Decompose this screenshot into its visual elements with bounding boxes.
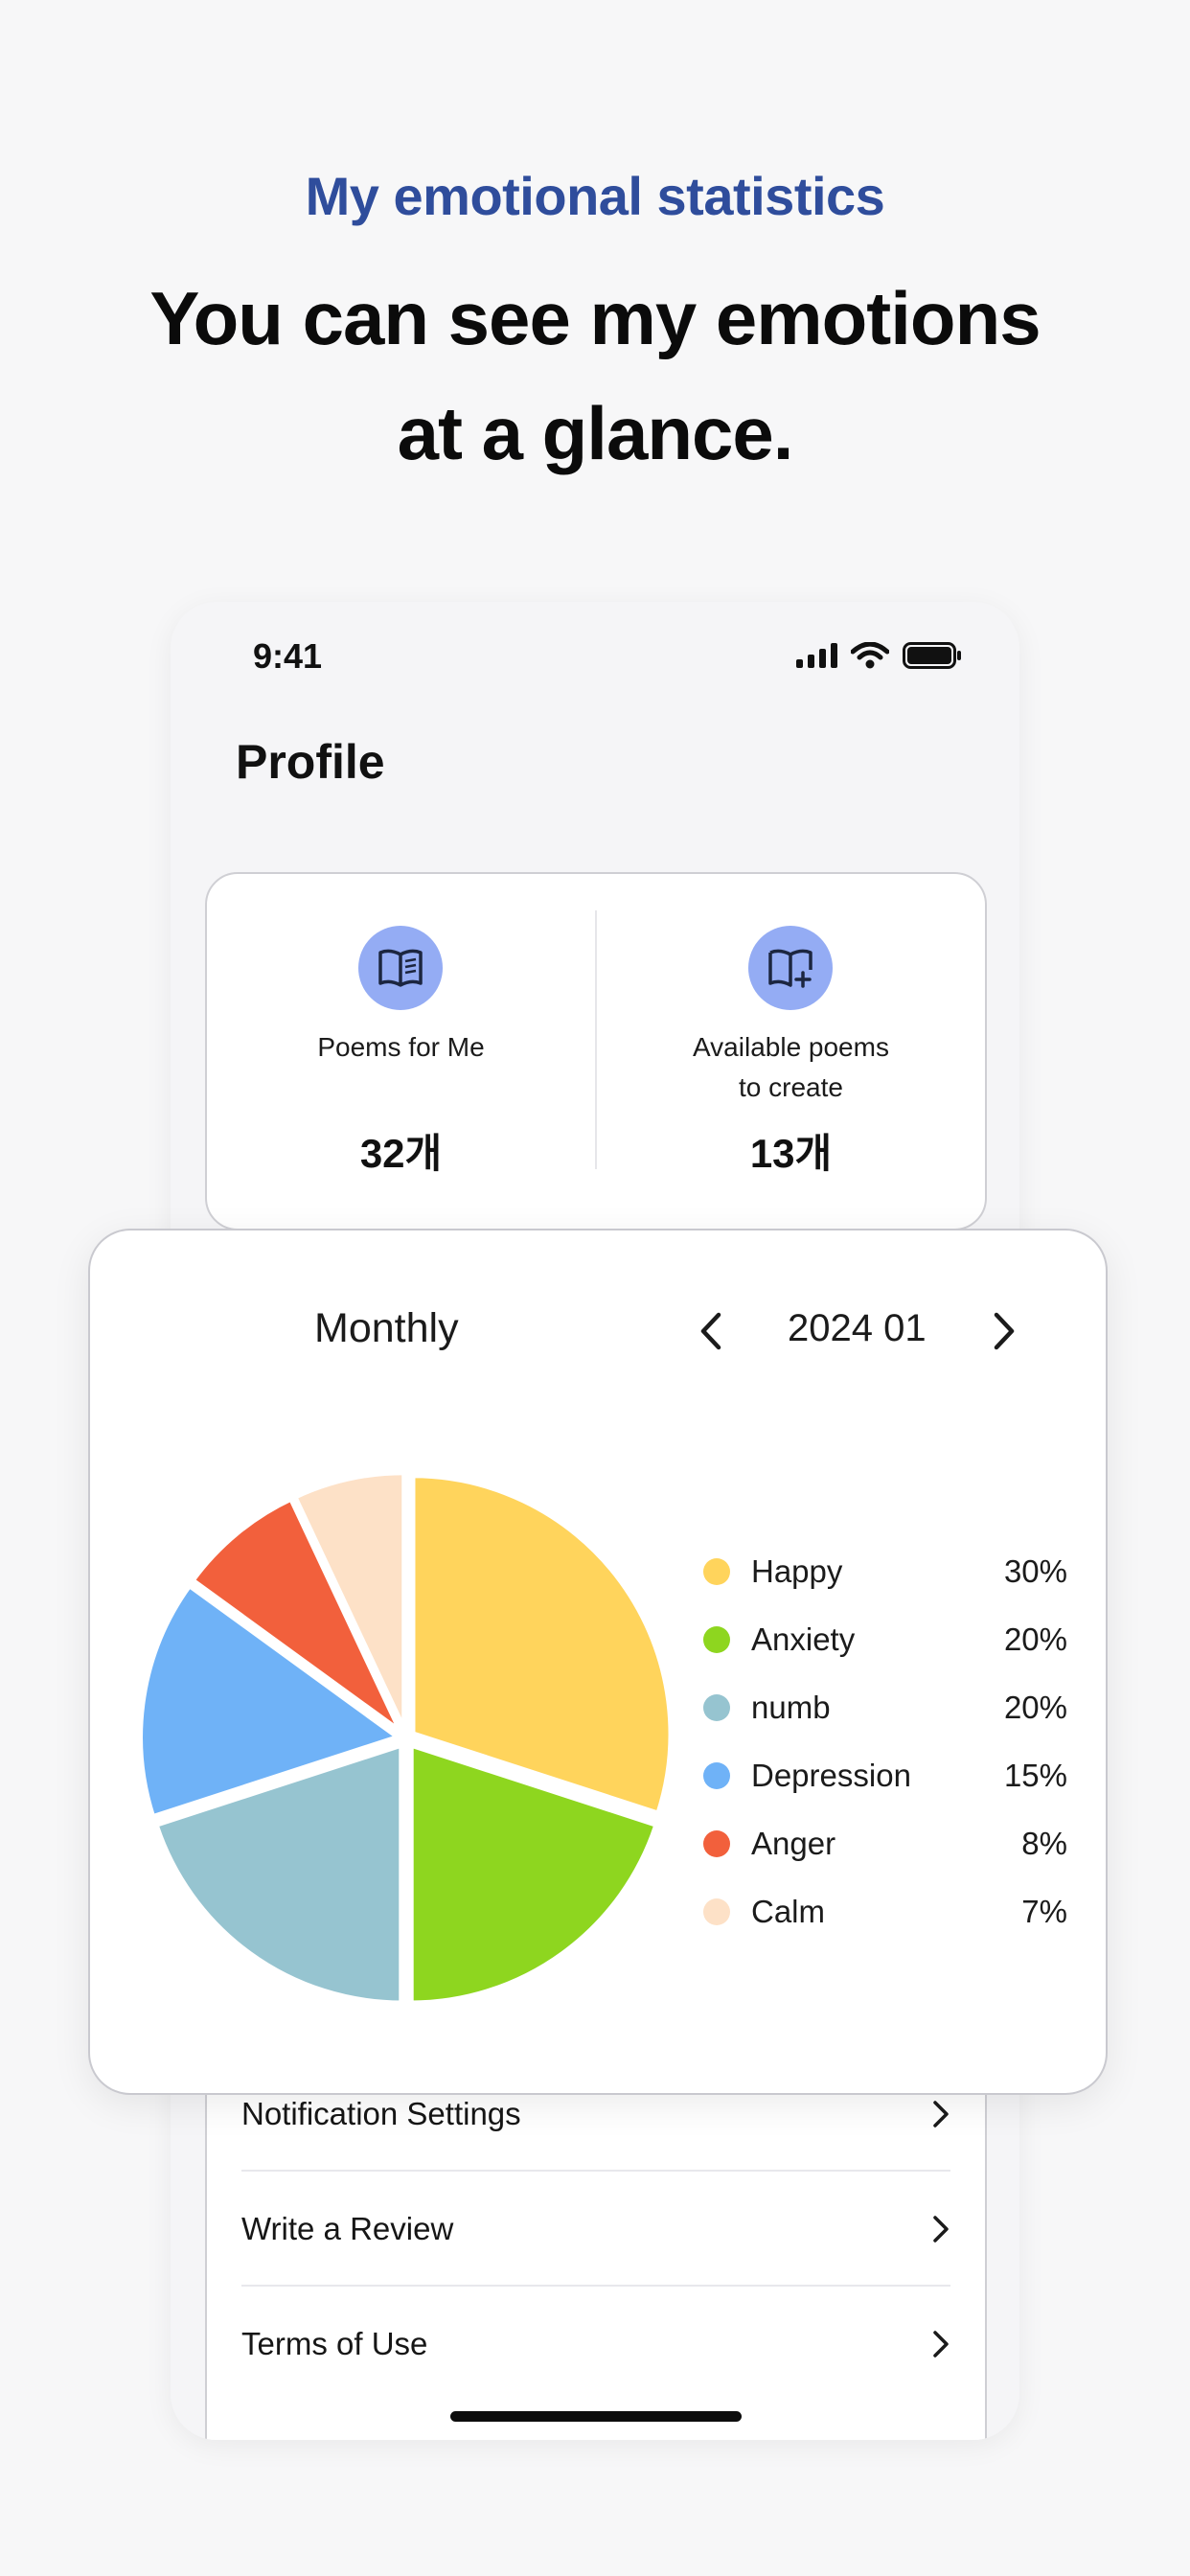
menu-divider: [241, 2285, 950, 2287]
legend-label: Calm: [751, 1893, 826, 1929]
menu-item-write-review[interactable]: Write a Review: [241, 2172, 950, 2287]
profile-title: Profile: [236, 735, 385, 789]
legend-swatch: [703, 1829, 730, 1857]
legend-percent: 8%: [1021, 1825, 1067, 1861]
signal-icon: [796, 643, 837, 668]
legend-item-anxiety: Anxiety 20%: [703, 1605, 1067, 1673]
home-indicator: [450, 2411, 742, 2422]
legend-percent: 20%: [1003, 1689, 1067, 1725]
legend-swatch: [703, 1898, 730, 1925]
stat-poems-for-me[interactable]: Poems for Me 32개: [207, 874, 595, 1229]
book-plus-icon: [748, 926, 833, 1010]
legend-percent: 15%: [1003, 1757, 1067, 1793]
menu-item-notification-settings[interactable]: Notification Settings: [241, 2057, 950, 2172]
chart-legend: Happy 30% Anxiety 20% numb 20% Depression 15% An…: [703, 1537, 1067, 1945]
legend-percent: 30%: [1003, 1552, 1067, 1589]
legend-swatch: [703, 1625, 730, 1653]
legend-label: numb: [751, 1689, 831, 1725]
title-line-2: at a glance.: [397, 391, 794, 475]
title-line-1: You can see my emotions: [149, 276, 1041, 360]
stat-divider: [595, 910, 597, 1169]
book-open-icon: [358, 926, 443, 1010]
legend-label: Depression: [751, 1757, 911, 1793]
legend-item-anger: Anger 8%: [703, 1809, 1067, 1877]
stat-label-line-2: to create: [739, 1072, 843, 1102]
legend-percent: 20%: [1003, 1621, 1067, 1657]
status-icons: [796, 642, 962, 669]
stats-card: Poems for Me 32개 Available poems to crea…: [205, 872, 987, 1230]
chevron-right-icon: [933, 2216, 949, 2242]
legend-label: Anxiety: [751, 1621, 856, 1657]
legend-swatch: [703, 1557, 730, 1585]
battery-icon: [903, 642, 961, 669]
stat-label-line-1: Available poems: [693, 1032, 889, 1062]
pie-slice-anxiety: [407, 1741, 660, 2007]
legend-swatch: [703, 1761, 730, 1789]
stat-label: Available poems to create: [597, 1027, 985, 1108]
menu-item-label: Write a Review: [241, 2211, 454, 2246]
pie-slice-anger: [189, 1495, 404, 1736]
page-subtitle: My emotional statistics: [305, 166, 885, 226]
pie-slice-calm: [291, 1469, 408, 1735]
stat-available-poems[interactable]: Available poems to create 13개: [597, 874, 985, 1229]
stat-value: 32개: [359, 1131, 443, 1176]
menu-item-terms-of-use[interactable]: Terms of Use: [241, 2287, 950, 2402]
chevron-left-icon[interactable]: [692, 1307, 730, 1355]
settings-menu: Notification Settings Write a Review Ter…: [205, 2057, 987, 2440]
wifi-icon: [851, 642, 889, 669]
period-label: Monthly: [314, 1305, 459, 1351]
chevron-right-icon: [933, 2331, 949, 2358]
menu-item-label: Notification Settings: [241, 2096, 521, 2131]
legend-item-depression: Depression 15%: [703, 1741, 1067, 1809]
emotion-chart-card: Monthly 2024 01 Happy 30% Anxiety 20% numb 20…: [88, 1229, 1108, 2095]
emotion-pie-chart: [137, 1469, 675, 2007]
stat-value: 13개: [749, 1131, 833, 1176]
pie-slice-depression: [137, 1582, 402, 1821]
chevron-right-icon[interactable]: [985, 1307, 1023, 1355]
pie-slice-happy: [409, 1472, 675, 1817]
stat-label: Poems for Me: [317, 1032, 485, 1062]
legend-percent: 7%: [1021, 1893, 1067, 1929]
legend-item-calm: Calm 7%: [703, 1877, 1067, 1945]
legend-item-happy: Happy 30%: [703, 1537, 1067, 1605]
legend-item-numb: numb 20%: [703, 1673, 1067, 1741]
month-label: 2024 01: [788, 1307, 927, 1349]
status-time: 9:41: [253, 636, 323, 676]
legend-swatch: [703, 1693, 730, 1721]
chevron-right-icon: [933, 2101, 949, 2128]
pie-slice-numb: [152, 1741, 405, 2007]
legend-label: Anger: [751, 1825, 836, 1861]
legend-label: Happy: [751, 1552, 843, 1589]
menu-divider: [241, 2170, 950, 2172]
page-title: You can see my emotions at a glance.: [0, 261, 1190, 491]
menu-item-label: Terms of Use: [241, 2326, 428, 2361]
